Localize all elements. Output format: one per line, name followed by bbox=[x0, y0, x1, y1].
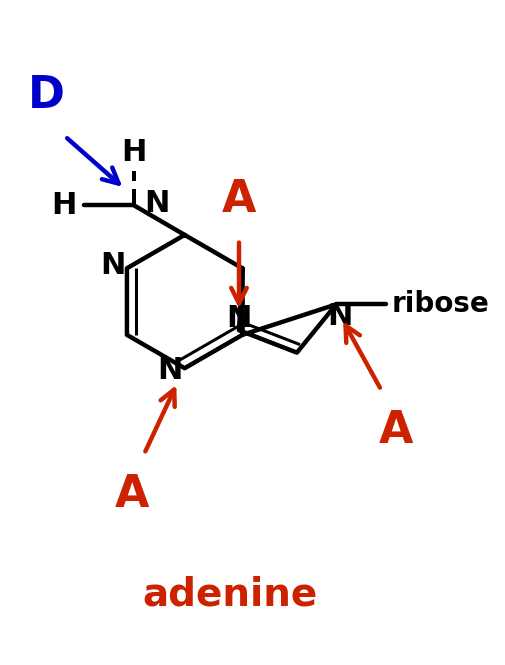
Text: N: N bbox=[226, 304, 251, 333]
Text: A: A bbox=[221, 178, 256, 221]
Text: N: N bbox=[100, 251, 125, 281]
Text: D: D bbox=[27, 74, 65, 117]
Text: N: N bbox=[327, 302, 352, 331]
Text: N: N bbox=[144, 188, 170, 217]
Text: H: H bbox=[52, 191, 77, 220]
Text: ribose: ribose bbox=[391, 291, 488, 319]
Text: A: A bbox=[378, 409, 412, 452]
Text: A: A bbox=[115, 473, 149, 516]
Text: adenine: adenine bbox=[142, 575, 317, 613]
Text: H: H bbox=[121, 138, 146, 168]
Text: N: N bbox=[158, 356, 183, 385]
